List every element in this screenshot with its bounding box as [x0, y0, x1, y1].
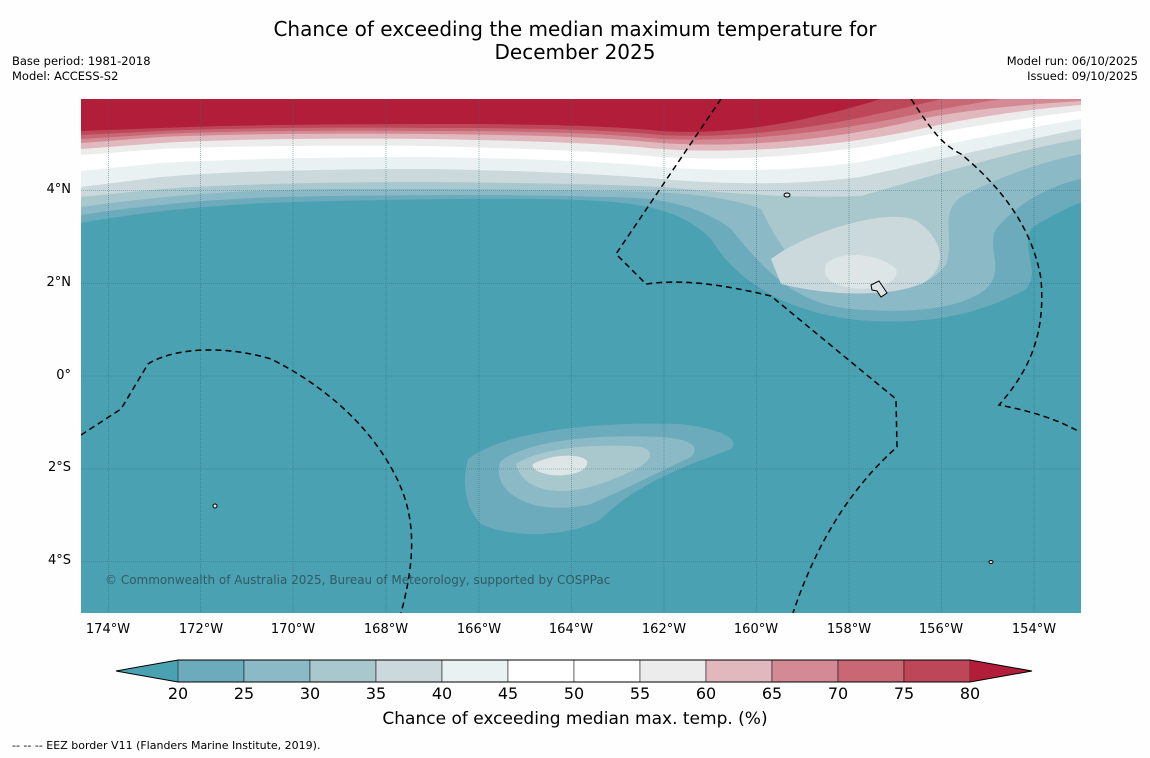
lat-tick-4n: 4°N — [46, 182, 72, 197]
colorbar-label-55: 55 — [629, 684, 651, 703]
colorbar-label-20: 20 — [167, 684, 189, 703]
island-kiritimati — [870, 280, 888, 298]
lat-tick-4s: 4°S — [47, 553, 71, 568]
colorbar-extend-high — [970, 660, 1032, 682]
colorbar-segment — [243, 659, 311, 683]
island-small-1 — [783, 192, 791, 198]
graticule — [81, 99, 1081, 613]
lon-tick-160w: 160°W — [733, 622, 779, 637]
eez-borders — [81, 99, 1079, 613]
band-80 — [81, 99, 881, 132]
lon-tick-164w: 164°W — [548, 622, 594, 637]
model-info: Base period: 1981-2018 Model: ACCESS-S2 — [12, 54, 151, 84]
colorbar-outline — [115, 659, 1033, 683]
colorbar-label-45: 45 — [497, 684, 519, 703]
colorbar-segment — [507, 659, 575, 683]
model-name: Model: ACCESS-S2 — [12, 69, 119, 83]
lon-tick-168w: 168°W — [363, 622, 409, 637]
base-period: Base period: 1981-2018 — [12, 54, 151, 68]
copyright-notice: © Commonwealth of Australia 2025, Bureau… — [105, 573, 610, 587]
lon-tick-162w: 162°W — [641, 622, 687, 637]
colorbar-segment — [837, 659, 905, 683]
colorbar-label-50: 50 — [563, 684, 585, 703]
lat-tick-2n: 2°N — [46, 275, 72, 290]
map-title: Chance of exceeding the median maximum t… — [0, 18, 1150, 64]
colorbar-title: Chance of exceeding median max. temp. (%… — [382, 709, 768, 729]
lon-tick-156w: 156°W — [918, 622, 964, 637]
lon-tick-154w: 154°W — [1011, 622, 1057, 637]
colorbar-label-35: 35 — [365, 684, 387, 703]
colorbar-segment — [573, 659, 641, 683]
colorbar-segment — [309, 659, 377, 683]
colorbar-label-30: 30 — [299, 684, 321, 703]
colorbar-segment — [177, 659, 245, 683]
title-line-2: December 2025 — [494, 40, 656, 64]
colorbar-label-70: 70 — [827, 684, 849, 703]
eez-border-north — [615, 99, 898, 613]
forecast-map: © Commonwealth of Australia 2025, Bureau… — [81, 99, 1081, 613]
cool-patch-inner — [824, 254, 897, 289]
colorbar-segment — [441, 659, 509, 683]
island-small-2 — [212, 503, 218, 509]
colorbar-label-80: 80 — [959, 684, 981, 703]
lon-tick-170w: 170°W — [270, 622, 316, 637]
colorbar-extend-low — [116, 660, 178, 682]
island-small-3 — [988, 560, 994, 564]
colorbar-label-40: 40 — [431, 684, 453, 703]
lon-tick-172w: 172°W — [178, 622, 224, 637]
colorbar-segment — [705, 659, 773, 683]
eez-legend-footer: -- -- -- EEZ border V11 (Flanders Marine… — [12, 739, 321, 752]
colorbar-segment — [771, 659, 839, 683]
lat-tick-2s: 2°S — [47, 460, 71, 475]
lon-tick-174w: 174°W — [85, 622, 131, 637]
run-info: Model run: 06/10/2025 Issued: 09/10/2025 — [1007, 54, 1138, 84]
colorbar — [115, 659, 1033, 683]
south-blob-40 — [532, 455, 588, 476]
lon-tick-158w: 158°W — [826, 622, 872, 637]
model-run-date: Model run: 06/10/2025 — [1006, 54, 1138, 68]
colorbar-segment — [375, 659, 443, 683]
colorbar-segment — [903, 659, 971, 683]
colorbar-label-75: 75 — [893, 684, 915, 703]
colorbar-segment — [639, 659, 707, 683]
islands — [212, 192, 994, 564]
colorbar-label-65: 65 — [761, 684, 783, 703]
issued-date: Issued: 09/10/2025 — [1027, 69, 1138, 83]
title-line-1: Chance of exceeding the median maximum t… — [273, 17, 877, 41]
eez-border-west — [81, 349, 413, 613]
colorbar-label-25: 25 — [233, 684, 255, 703]
eez-border-east — [910, 99, 1079, 432]
colorbar-label-60: 60 — [695, 684, 717, 703]
lon-tick-166w: 166°W — [456, 622, 502, 637]
lat-tick-0: 0° — [56, 368, 71, 383]
